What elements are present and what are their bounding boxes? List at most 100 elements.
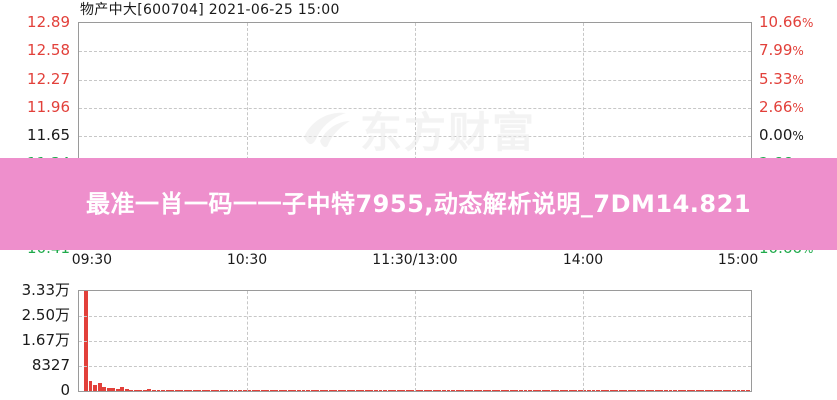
volume-bar	[460, 390, 465, 391]
volume-bar	[219, 390, 224, 391]
volume-bar	[224, 390, 229, 391]
volume-bar	[364, 390, 369, 391]
price-y-tick-right: 2.66%	[759, 97, 804, 116]
volume-bar	[491, 390, 496, 391]
volume-bar	[138, 389, 143, 391]
volume-bar	[627, 390, 632, 391]
volume-bar	[410, 390, 415, 391]
volume-bar	[383, 390, 387, 391]
volume-bar	[677, 390, 682, 391]
volume-bar	[722, 390, 727, 391]
volume-bar	[514, 390, 519, 391]
volume-bar	[496, 390, 501, 391]
volume-bar	[455, 390, 460, 391]
volume-bar	[278, 390, 283, 391]
price-y-tick-left: 12.58	[27, 41, 70, 60]
volume-bar	[618, 390, 623, 391]
volume-bar	[328, 390, 333, 391]
price-gridline-v	[583, 23, 584, 249]
volume-bar	[296, 390, 301, 391]
volume-bar	[156, 390, 161, 391]
volume-bar	[464, 390, 469, 391]
volume-bar	[519, 390, 523, 391]
volume-bar	[188, 390, 193, 391]
volume-bar	[686, 390, 691, 391]
volume-bar	[700, 390, 705, 391]
volume-bar	[432, 390, 437, 391]
volume-bar	[319, 390, 324, 391]
volume-bar	[623, 390, 628, 391]
volume-bar	[673, 390, 677, 391]
volume-bar	[446, 390, 451, 391]
volume-bar	[287, 390, 292, 391]
volume-bar	[731, 390, 736, 391]
volume-bar	[238, 390, 242, 391]
volume-bar	[659, 390, 664, 391]
volume-bar	[573, 390, 578, 391]
volume-bar	[478, 390, 483, 391]
volume-bar	[568, 390, 573, 391]
volume-plot-area[interactable]	[78, 290, 752, 392]
volume-y-axis: 3.33万 2.50万 1.67万 8327 0	[0, 282, 74, 398]
volume-bar	[401, 390, 406, 391]
volume-gridline-v	[247, 291, 248, 391]
volume-bar	[161, 390, 165, 391]
price-x-tick: 11:30/13:00	[372, 252, 458, 268]
price-y-tick-right: 10.66%	[759, 13, 814, 31]
volume-bar	[654, 390, 659, 391]
price-y-tick-left: 12.89	[27, 13, 70, 31]
volume-bar	[392, 390, 397, 391]
volume-bar	[374, 390, 378, 391]
volume-bar	[487, 390, 492, 391]
volume-bar	[233, 390, 238, 391]
volume-bar	[111, 388, 116, 391]
price-y-tick-right: 0.00%	[759, 126, 804, 144]
volume-bar	[355, 390, 360, 391]
volume-bar	[192, 390, 197, 391]
volume-bar	[523, 390, 528, 391]
volume-bar	[419, 390, 424, 391]
volume-y-tick: 0	[60, 381, 70, 399]
volume-bar	[614, 390, 619, 391]
price-y-tick-right: 7.99%	[759, 41, 804, 60]
volume-bar	[170, 390, 175, 391]
volume-bar	[555, 390, 560, 391]
volume-bar	[546, 390, 551, 391]
volume-bar	[591, 390, 596, 391]
price-gridline-v	[247, 23, 248, 249]
volume-bar	[151, 389, 156, 391]
volume-bar	[396, 390, 401, 391]
volume-bar	[206, 390, 211, 391]
volume-bar	[664, 390, 668, 391]
volume-bar	[133, 389, 138, 391]
volume-bar	[405, 390, 410, 391]
volume-bar	[600, 390, 605, 391]
volume-bar	[115, 388, 120, 391]
chart-title: 物产中大[600704] 2021-06-25 15:00	[80, 2, 340, 18]
volume-bar	[165, 390, 170, 391]
volume-bar	[414, 390, 419, 391]
volume-bar	[129, 389, 134, 391]
volume-y-tick: 3.33万	[21, 281, 70, 299]
volume-bar	[179, 390, 184, 391]
volume-bar	[102, 386, 107, 391]
volume-bar	[650, 390, 655, 391]
volume-bar	[197, 390, 202, 391]
volume-bar	[451, 390, 455, 391]
volume-bar	[346, 390, 351, 391]
volume-bar	[469, 390, 474, 391]
volume-bar	[247, 390, 252, 391]
volume-bar	[242, 390, 247, 391]
volume-gridline-v	[415, 291, 416, 391]
volume-bar	[596, 390, 600, 391]
volume-bar	[265, 390, 270, 391]
volume-bar	[215, 390, 220, 391]
price-y-tick-right: 5.33%	[759, 69, 804, 88]
volume-bar	[201, 390, 206, 391]
volume-bar	[550, 390, 555, 391]
volume-bar	[437, 390, 442, 391]
price-y-tick-left: 11.96	[27, 97, 70, 116]
volume-bar	[609, 390, 614, 391]
volume-bar	[269, 390, 274, 391]
volume-bar	[695, 390, 700, 391]
